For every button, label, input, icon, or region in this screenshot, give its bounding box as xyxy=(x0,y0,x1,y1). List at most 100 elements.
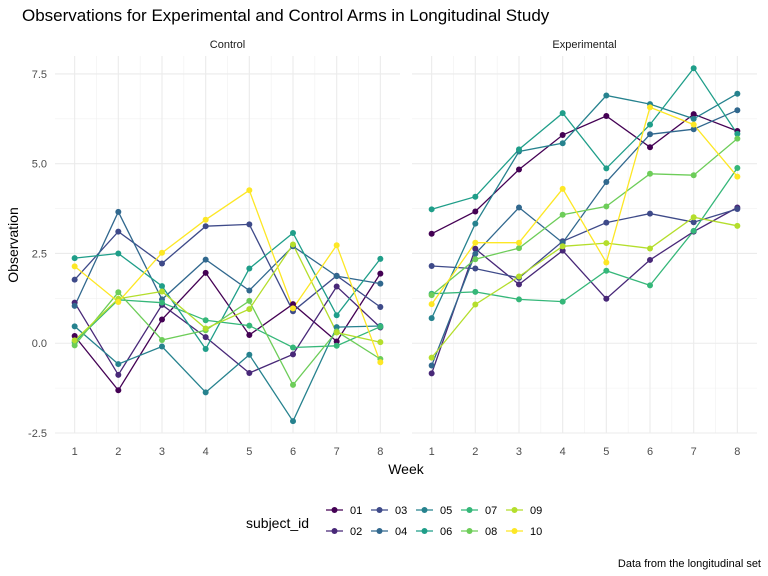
legend-key-point xyxy=(421,507,428,513)
data-point-01 xyxy=(428,230,435,237)
data-point-09 xyxy=(290,241,297,248)
data-point-06 xyxy=(290,230,297,237)
data-point-04 xyxy=(115,208,122,215)
data-point-05 xyxy=(333,324,340,331)
data-point-03 xyxy=(158,260,165,267)
x-tick-label: 6 xyxy=(290,446,296,458)
data-point-04 xyxy=(603,179,610,186)
legend-key-point xyxy=(511,507,518,513)
y-tick-label: 7.5 xyxy=(32,69,47,81)
data-point-09 xyxy=(603,240,610,247)
data-point-10 xyxy=(472,239,479,246)
data-point-08 xyxy=(472,256,479,263)
data-point-10 xyxy=(333,242,340,249)
data-point-01 xyxy=(472,208,479,215)
data-point-10 xyxy=(515,239,522,246)
legend-key-point xyxy=(466,528,473,534)
x-tick-label: 8 xyxy=(734,446,740,458)
legend-label: 01 xyxy=(350,505,362,517)
legend-label: 05 xyxy=(440,505,452,517)
data-point-10 xyxy=(290,305,297,312)
legend-key-point xyxy=(376,507,383,513)
data-point-10 xyxy=(559,185,566,192)
strip-label-experimental: Experimental xyxy=(552,39,616,51)
series-line-09 xyxy=(74,243,381,343)
data-point-02 xyxy=(472,245,479,252)
y-tick-label: -2.5 xyxy=(28,428,47,440)
data-point-06 xyxy=(246,265,253,272)
data-point-06 xyxy=(515,146,522,153)
data-point-01 xyxy=(647,144,654,151)
data-point-07 xyxy=(472,288,479,295)
series-lines-experimental xyxy=(431,67,738,374)
data-point-06 xyxy=(603,165,610,172)
legend-key-point xyxy=(376,528,383,534)
data-point-07 xyxy=(559,298,566,305)
data-point-04 xyxy=(428,362,435,369)
series-line-07 xyxy=(431,167,738,303)
data-point-06 xyxy=(115,250,122,257)
data-point-07 xyxy=(515,296,522,303)
x-tick-label: 8 xyxy=(377,446,383,458)
legend-keys: 01 02 03 04 05 06 07 08 09 10 xyxy=(326,505,542,538)
data-point-04 xyxy=(690,126,697,133)
data-point-06 xyxy=(158,283,165,290)
data-point-10 xyxy=(115,298,122,305)
x-tick-label: 2 xyxy=(472,446,478,458)
data-point-10 xyxy=(202,216,209,223)
data-point-03 xyxy=(428,263,435,270)
data-point-08 xyxy=(603,203,610,210)
y-axis-title: Observation xyxy=(5,207,21,282)
data-point-02 xyxy=(290,351,297,358)
legend-label: 10 xyxy=(530,526,542,538)
series-line-03 xyxy=(431,208,738,279)
y-tick-labels: -2.5 0.0 2.5 5.0 7.5 xyxy=(28,69,47,440)
data-point-04 xyxy=(246,287,253,294)
data-point-06 xyxy=(428,206,435,213)
data-point-04 xyxy=(71,302,78,309)
data-point-03 xyxy=(115,228,122,235)
data-point-05 xyxy=(290,418,297,425)
data-point-09 xyxy=(377,339,384,346)
x-tick-label: 4 xyxy=(203,446,209,458)
x-tick-label: 1 xyxy=(429,446,435,458)
data-point-09 xyxy=(472,301,479,308)
data-point-07 xyxy=(333,342,340,349)
legend-title: subject_id xyxy=(246,515,309,531)
data-point-01 xyxy=(202,269,209,276)
data-point-10 xyxy=(377,359,384,366)
data-point-01 xyxy=(158,316,165,323)
data-point-07 xyxy=(290,344,297,351)
legend-label: 02 xyxy=(350,526,362,538)
data-point-09 xyxy=(71,337,78,344)
data-point-05 xyxy=(428,315,435,322)
data-point-08 xyxy=(734,135,741,142)
data-point-09 xyxy=(428,354,435,361)
data-point-01 xyxy=(559,131,566,138)
x-tick-labels-control: 1 2 3 4 5 6 7 8 xyxy=(72,446,384,458)
data-point-07 xyxy=(690,227,697,234)
data-point-06 xyxy=(690,65,697,72)
x-tick-label: 6 xyxy=(647,446,653,458)
data-point-06 xyxy=(202,345,209,352)
data-point-02 xyxy=(428,370,435,377)
data-point-08 xyxy=(158,337,165,344)
data-point-02 xyxy=(246,370,253,377)
data-point-06 xyxy=(71,255,78,262)
data-point-02 xyxy=(515,281,522,288)
x-tick-label: 3 xyxy=(516,446,522,458)
data-point-07 xyxy=(734,165,741,172)
panel-experimental: Experimental 1 2 3 4 5 6 7 8 xyxy=(412,39,757,458)
data-point-05 xyxy=(603,92,610,99)
data-point-10 xyxy=(246,187,253,194)
series-line-06 xyxy=(431,67,738,210)
legend-label: 04 xyxy=(395,526,407,538)
data-point-09 xyxy=(158,288,165,295)
series-points-experimental xyxy=(428,65,741,377)
data-point-05 xyxy=(158,343,165,350)
data-point-08 xyxy=(290,381,297,388)
data-point-05 xyxy=(472,220,479,227)
x-tick-labels-experimental: 1 2 3 4 5 6 7 8 xyxy=(429,446,741,458)
legend-key-point xyxy=(421,528,428,534)
data-point-01 xyxy=(377,270,384,277)
